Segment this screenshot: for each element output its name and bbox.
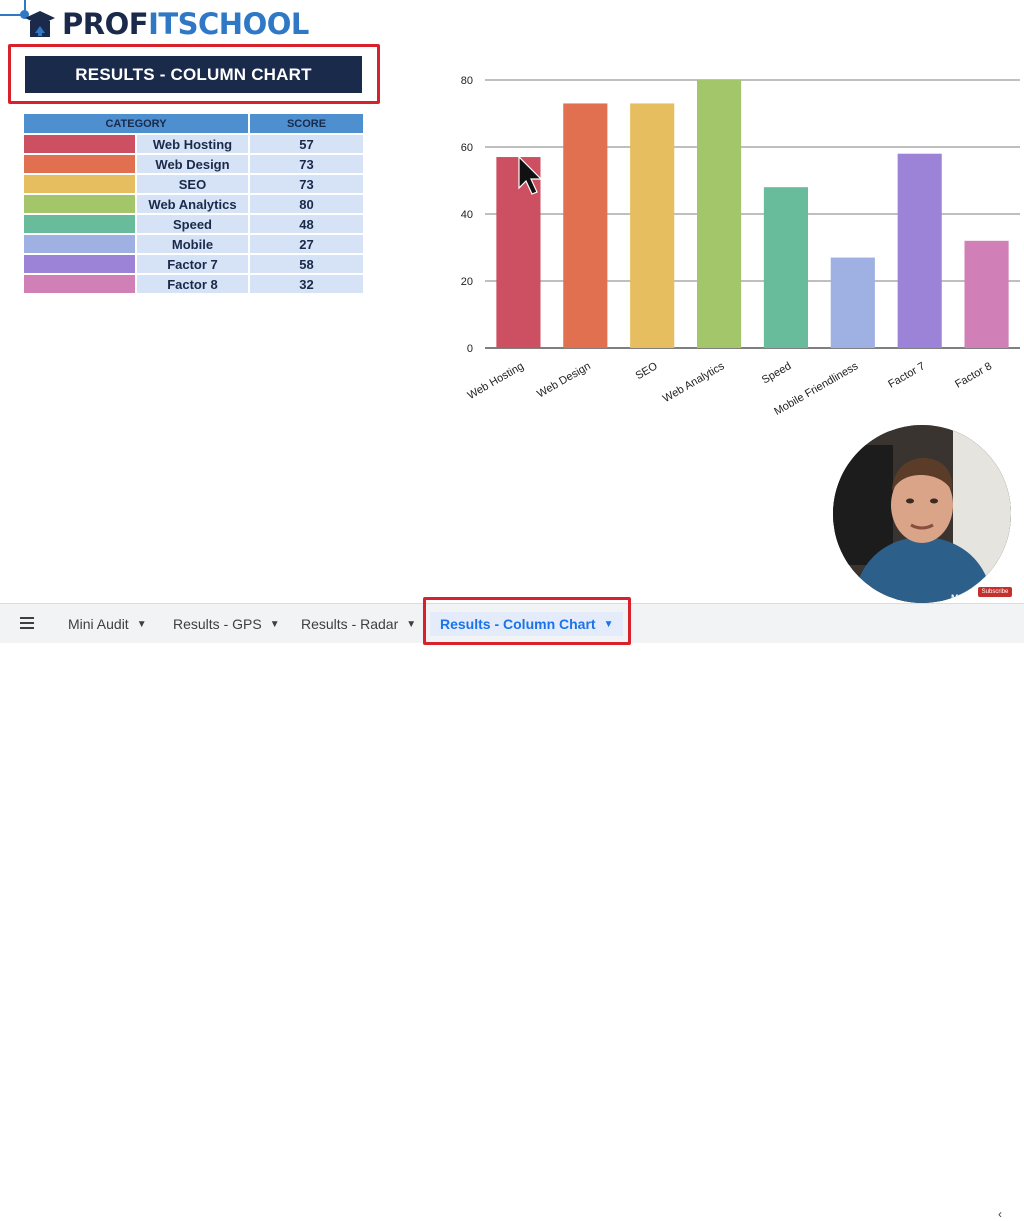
- tab-results-radar[interactable]: Results - Radar ▼: [301, 612, 416, 636]
- category-color-swatch[interactable]: [24, 235, 135, 253]
- y-tick-label: 0: [467, 343, 473, 355]
- y-tick-label: 40: [461, 209, 473, 221]
- caret-down-icon[interactable]: ▼: [136, 618, 147, 630]
- category-name-cell[interactable]: Mobile: [137, 235, 248, 253]
- category-color-swatch[interactable]: [24, 195, 135, 213]
- decorative-dot: [20, 10, 29, 19]
- webcam-presenter-video: MEASURE: [833, 425, 1011, 603]
- category-name-cell[interactable]: Speed: [137, 215, 248, 233]
- chevron-left-icon[interactable]: ‹: [998, 1207, 1002, 1221]
- graduation-cap-logo-icon: [25, 11, 55, 37]
- x-tick-label: Speed: [760, 360, 794, 386]
- score-cell[interactable]: 27: [250, 235, 363, 253]
- table-row: Mobile 27: [24, 235, 363, 253]
- score-cell[interactable]: 58: [250, 255, 363, 273]
- caret-down-icon[interactable]: ▼: [406, 618, 417, 630]
- tab-results-column-chart[interactable]: Results - Column Chart ▼: [430, 612, 624, 636]
- table-row: Web Hosting 57: [24, 135, 363, 153]
- caret-down-icon[interactable]: ▼: [269, 618, 280, 630]
- bar-factor-7: [897, 153, 942, 348]
- x-tick-label: SEO: [634, 360, 661, 382]
- tab-results-gps[interactable]: Results - GPS ▼: [173, 612, 280, 636]
- caret-down-icon[interactable]: ▼: [603, 618, 614, 630]
- tab-mini-audit[interactable]: Mini Audit ▼: [68, 612, 147, 636]
- tab-label: Results - Column Chart: [440, 616, 596, 632]
- score-cell[interactable]: 73: [250, 155, 363, 173]
- table-row: SEO 73: [24, 175, 363, 193]
- x-tick-label: Factor 8: [953, 360, 994, 391]
- table-row: Web Analytics 80: [24, 195, 363, 213]
- tab-label: Results - Radar: [301, 616, 399, 632]
- category-name-cell[interactable]: Factor 7: [137, 255, 248, 273]
- presenter-image: MEASURE: [833, 425, 1011, 603]
- bar-mobile-friendliness: [830, 257, 875, 348]
- category-color-swatch[interactable]: [24, 255, 135, 273]
- category-name-cell[interactable]: Web Hosting: [137, 135, 248, 153]
- logo-wordmark: PROFITSCHOOL: [62, 7, 309, 41]
- score-cell[interactable]: 73: [250, 175, 363, 193]
- score-table: CATEGORY SCORE Web Hosting 57 Web Design 73…: [24, 114, 363, 293]
- score-cell[interactable]: 32: [250, 275, 363, 293]
- sheet-tab-bar: Mini Audit ▼ Results - GPS ▼ Results - Rad…: [0, 603, 1024, 1221]
- table-row: Factor 7 58: [24, 255, 363, 273]
- score-cell[interactable]: 57: [250, 135, 363, 153]
- active-tab-highlight-frame: [423, 597, 631, 645]
- table-row: Factor 8 32: [24, 275, 363, 293]
- category-name-cell[interactable]: Web Analytics: [137, 195, 248, 213]
- bar-speed: [763, 187, 809, 348]
- profitschool-logo: PROFITSCHOOL: [0, 0, 309, 46]
- category-name-cell[interactable]: SEO: [137, 175, 248, 193]
- y-tick-label: 60: [461, 142, 473, 154]
- decorative-line: [24, 0, 26, 14]
- category-color-swatch[interactable]: [24, 175, 135, 193]
- bar-factor-8: [964, 240, 1009, 348]
- category-color-swatch[interactable]: [24, 155, 135, 173]
- column-chart[interactable]: 0 20 40 60 80 Web Hosting Web Design SEO Web Ana…: [440, 60, 1024, 430]
- category-color-swatch[interactable]: [24, 135, 135, 153]
- bar-web-analytics: [696, 80, 742, 348]
- y-tick-label: 80: [461, 75, 473, 87]
- score-header[interactable]: SCORE: [250, 114, 363, 133]
- category-name-cell[interactable]: Web Design: [137, 155, 248, 173]
- bar-seo: [630, 103, 675, 348]
- subscribe-button[interactable]: Subscribe: [978, 587, 1012, 597]
- category-color-swatch[interactable]: [24, 275, 135, 293]
- table-row: Web Design 73: [24, 155, 363, 173]
- table-row: Speed 48: [24, 215, 363, 233]
- page-title: RESULTS - COLUMN CHART: [25, 56, 362, 93]
- x-tick-label: Web Hosting: [466, 360, 526, 402]
- hamburger-menu-icon[interactable]: [20, 617, 34, 629]
- score-cell[interactable]: 48: [250, 215, 363, 233]
- tab-label: Mini Audit: [68, 616, 129, 632]
- y-tick-label: 20: [461, 276, 473, 288]
- x-tick-label: Web Design: [535, 360, 593, 400]
- tab-label: Results - GPS: [173, 616, 262, 632]
- decorative-line: [0, 14, 24, 16]
- table-body: Web Hosting 57 Web Design 73 SEO 73 Web Analyt…: [24, 135, 363, 293]
- x-tick-label: Web Analytics: [661, 360, 727, 405]
- bar-web-design: [563, 103, 608, 348]
- category-header[interactable]: CATEGORY: [24, 114, 248, 133]
- title-highlight-frame: [8, 44, 380, 104]
- mouse-pointer-icon: [518, 155, 543, 195]
- category-name-cell[interactable]: Factor 8: [137, 275, 248, 293]
- x-tick-label: Factor 7: [886, 360, 927, 391]
- score-cell[interactable]: 80: [250, 195, 363, 213]
- table-header: CATEGORY SCORE: [24, 114, 363, 133]
- category-color-swatch[interactable]: [24, 215, 135, 233]
